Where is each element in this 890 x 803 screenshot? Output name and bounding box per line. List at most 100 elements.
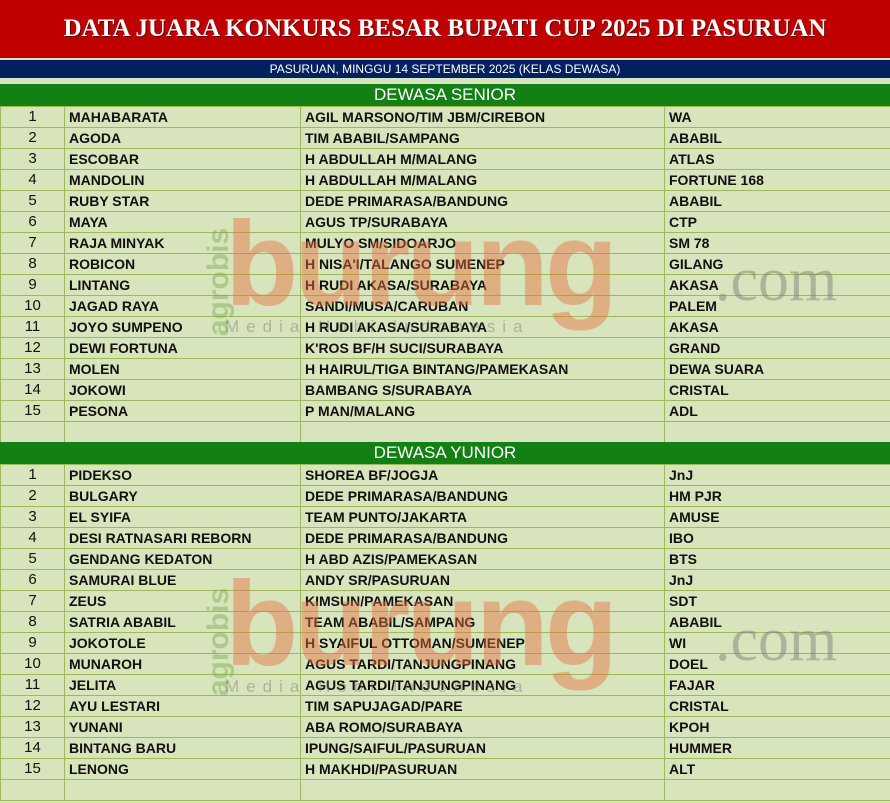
bird-name-cell: LENONG xyxy=(64,758,301,780)
bird-name-cell: SATRIA ABABIL xyxy=(64,611,301,633)
rank-cell: 14 xyxy=(0,737,65,759)
team-cell: ALT xyxy=(664,758,890,780)
team-cell: GRAND xyxy=(664,337,890,359)
owner-cell: DEDE PRIMARASA/BANDUNG xyxy=(300,485,665,507)
table-row: 8 ROBICON H NISA'I/TALANGO SUMENEP GILANG xyxy=(0,253,890,275)
bird-name-cell: SAMURAI BLUE xyxy=(64,569,301,591)
table-row: 13 MOLEN H HAIRUL/TIGA BINTANG/PAMEKASAN DE… xyxy=(0,358,890,380)
team-cell: ABABIL xyxy=(664,127,890,149)
owner-cell: H ABDULLAH M/MALANG xyxy=(300,148,665,170)
team-cell: WI xyxy=(664,632,890,654)
bird-name-cell: AGODA xyxy=(64,127,301,149)
owner-cell: H HAIRUL/TIGA BINTANG/PAMEKASAN xyxy=(300,358,665,380)
rank-cell: 15 xyxy=(0,400,65,422)
rank-cell: 13 xyxy=(0,358,65,380)
owner-cell: H NISA'I/TALANGO SUMENEP xyxy=(300,253,665,275)
owner-cell: AGUS TARDI/TANJUNGPINANG xyxy=(300,653,665,675)
junior-results-table: 1 PIDEKSO SHOREA BF/JOGJA JnJ 2 BULGARY DEDE P… xyxy=(0,464,890,801)
owner-cell: TEAM PUNTO/JAKARTA xyxy=(300,506,665,528)
bird-name-cell: MUNAROH xyxy=(64,653,301,675)
empty-cell xyxy=(300,779,665,801)
senior-results-table: 1 MAHABARATA AGIL MARSONO/TIM JBM/CIREBON W… xyxy=(0,106,890,443)
team-cell: WA xyxy=(664,106,890,128)
team-cell: DEWA SUARA xyxy=(664,358,890,380)
team-cell: JnJ xyxy=(664,464,890,486)
owner-cell: H ABD AZIS/PAMEKASAN xyxy=(300,548,665,570)
rank-cell: 5 xyxy=(0,548,65,570)
event-subtitle: PASURUAN, MINGGU 14 SEPTEMBER 2025 (KELA… xyxy=(0,60,890,78)
empty-cell xyxy=(64,421,301,443)
team-cell: FORTUNE 168 xyxy=(664,169,890,191)
bird-name-cell: YUNANI xyxy=(64,716,301,738)
table-row: 6 SAMURAI BLUE ANDY SR/PASURUAN JnJ xyxy=(0,569,890,591)
table-row: 7 ZEUS KIMSUN/PAMEKASAN SDT xyxy=(0,590,890,612)
rank-cell: 2 xyxy=(0,485,65,507)
owner-cell: SANDI/MUSA/CARUBAN xyxy=(300,295,665,317)
owner-cell: IPUNG/SAIFUL/PASURUAN xyxy=(300,737,665,759)
team-cell: ADL xyxy=(664,400,890,422)
rank-cell: 11 xyxy=(0,316,65,338)
team-cell: BTS xyxy=(664,548,890,570)
table-row: 13 YUNANI ABA ROMO/SURABAYA KPOH xyxy=(0,716,890,738)
owner-cell: H RUDI AKASA/SURABAYA xyxy=(300,274,665,296)
rank-cell: 9 xyxy=(0,632,65,654)
bird-name-cell: JOKOWI xyxy=(64,379,301,401)
rank-cell: 9 xyxy=(0,274,65,296)
bird-name-cell: LINTANG xyxy=(64,274,301,296)
team-cell: SM 78 xyxy=(664,232,890,254)
team-cell: PALEM xyxy=(664,295,890,317)
table-row: 12 AYU LESTARI TIM SAPUJAGAD/PARE CRISTAL xyxy=(0,695,890,717)
team-cell: KPOH xyxy=(664,716,890,738)
table-row: 5 RUBY STAR DEDE PRIMARASA/BANDUNG ABABIL xyxy=(0,190,890,212)
rank-cell: 3 xyxy=(0,148,65,170)
bird-name-cell: EL SYIFA xyxy=(64,506,301,528)
team-cell: ATLAS xyxy=(664,148,890,170)
owner-cell: AGUS TP/SURABAYA xyxy=(300,211,665,233)
bird-name-cell: ROBICON xyxy=(64,253,301,275)
rank-cell: 14 xyxy=(0,379,65,401)
rank-cell: 10 xyxy=(0,295,65,317)
owner-cell: TIM ABABIL/SAMPANG xyxy=(300,127,665,149)
owner-cell: BAMBANG S/SURABAYA xyxy=(300,379,665,401)
rank-cell: 5 xyxy=(0,190,65,212)
empty-cell xyxy=(300,421,665,443)
table-row: 7 RAJA MINYAK MULYO SM/SIDOARJO SM 78 xyxy=(0,232,890,254)
table-row: 3 ESCOBAR H ABDULLAH M/MALANG ATLAS xyxy=(0,148,890,170)
rank-cell: 7 xyxy=(0,590,65,612)
team-cell: CTP xyxy=(664,211,890,233)
rank-cell: 2 xyxy=(0,127,65,149)
owner-cell: H SYAIFUL OTTOMAN/SUMENEP xyxy=(300,632,665,654)
rank-cell: 4 xyxy=(0,169,65,191)
team-cell: CRISTAL xyxy=(664,379,890,401)
table-row: 9 LINTANG H RUDI AKASA/SURABAYA AKASA xyxy=(0,274,890,296)
table-row: 1 PIDEKSO SHOREA BF/JOGJA JnJ xyxy=(0,464,890,486)
rank-cell: 12 xyxy=(0,695,65,717)
rank-cell: 7 xyxy=(0,232,65,254)
owner-cell: H RUDI AKASA/SURABAYA xyxy=(300,316,665,338)
team-cell: CRISTAL xyxy=(664,695,890,717)
bird-name-cell: DESI RATNASARI REBORN xyxy=(64,527,301,549)
bird-name-cell: MAYA xyxy=(64,211,301,233)
table-row: 11 JELITA AGUS TARDI/TANJUNGPINANG FAJAR xyxy=(0,674,890,696)
rank-cell: 4 xyxy=(0,527,65,549)
team-cell: ABABIL xyxy=(664,611,890,633)
empty-row xyxy=(0,779,890,801)
rank-cell: 12 xyxy=(0,337,65,359)
owner-cell: AGIL MARSONO/TIM JBM/CIREBON xyxy=(300,106,665,128)
empty-cell xyxy=(664,779,890,801)
rank-cell: 1 xyxy=(0,106,65,128)
owner-cell: MULYO SM/SIDOARJO xyxy=(300,232,665,254)
team-cell: HM PJR xyxy=(664,485,890,507)
team-cell: GILANG xyxy=(664,253,890,275)
table-row: 4 MANDOLIN H ABDULLAH M/MALANG FORTUNE 168 xyxy=(0,169,890,191)
owner-cell: TEAM ABABIL/SAMPANG xyxy=(300,611,665,633)
owner-cell: SHOREA BF/JOGJA xyxy=(300,464,665,486)
rank-cell: 13 xyxy=(0,716,65,738)
team-cell: AKASA xyxy=(664,316,890,338)
team-cell: SDT xyxy=(664,590,890,612)
table-row: 12 DEWI FORTUNA K'ROS BF/H SUCI/SURABAYA GR… xyxy=(0,337,890,359)
empty-cell xyxy=(0,421,65,443)
bird-name-cell: DEWI FORTUNA xyxy=(64,337,301,359)
bird-name-cell: JOYO SUMPENO xyxy=(64,316,301,338)
table-row: 15 PESONA P MAN/MALANG ADL xyxy=(0,400,890,422)
